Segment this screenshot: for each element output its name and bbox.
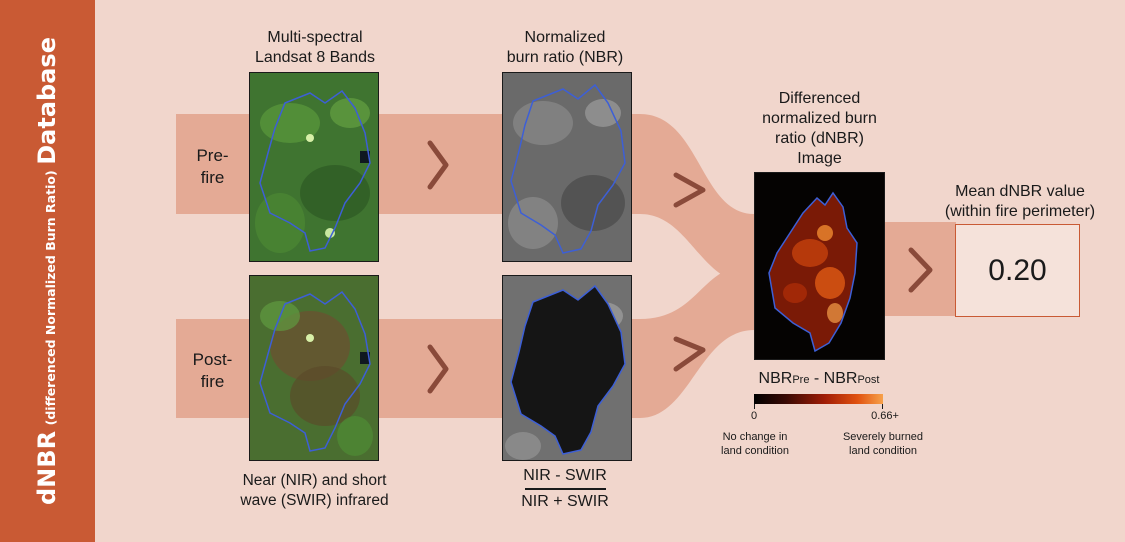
dnbr-colorbar [754,394,883,404]
nbr-formula-denominator: NIR + SWIR [521,493,609,510]
dnbr-formula: NBRPre - NBRPost [744,369,894,390]
nbr-post-fire-image [502,275,632,461]
landsat-pre-fire-image [249,72,379,262]
nbr-pre-fire-image [502,72,632,262]
nbr-formula-numerator: NIR - SWIR [523,467,607,484]
pre-fire-arrow-2 [673,172,706,208]
colorbar-high-description: Severely burned land condition [842,431,924,457]
dnbr-formula-post: Post [857,374,880,386]
colorbar-tick-min [754,404,755,409]
pre-fire-label: Pre- fire [196,146,229,187]
colorbar-max-label: 0.66+ [871,410,899,422]
post-fire-arrow-1 [427,344,449,394]
result-flow-band [883,222,956,316]
colorbar-min-label: 0 [750,410,758,422]
result-title: Mean dNBR value (within fire perimeter) [944,183,1096,220]
result-arrow [908,247,933,293]
mean-dnbr-value: 0.20 [988,253,1047,287]
dnbr-formula-minus: - NBR [809,370,858,387]
pre-fire-arrow-1 [427,140,449,190]
sidebar: dNBR (differenced Normalized Burn Ratio)… [0,0,95,542]
nbr-formula-divider [525,488,606,490]
post-fire-label: Post- fire [192,350,233,391]
colorbar-low-description: No change in land condition [721,431,789,457]
landsat-title: Multi-spectral Landsat 8 Bands [254,29,376,66]
post-fire-arrow-2 [673,336,706,372]
mean-dnbr-result-box: 0.20 [955,224,1080,317]
dnbr-formula-nbr: NBR [758,370,793,387]
dnbr-title: Differenced normalized burn ratio (dNBR)… [762,90,877,167]
dnbr-image [754,172,885,360]
nbr-title: Normalized burn ratio (NBR) [506,29,624,66]
landsat-post-fire-image [249,275,379,461]
landsat-caption: Near (NIR) and short wave (SWIR) infrare… [240,472,389,509]
colorbar-tick-max [882,404,883,409]
dnbr-formula-pre: Pre [792,374,810,386]
